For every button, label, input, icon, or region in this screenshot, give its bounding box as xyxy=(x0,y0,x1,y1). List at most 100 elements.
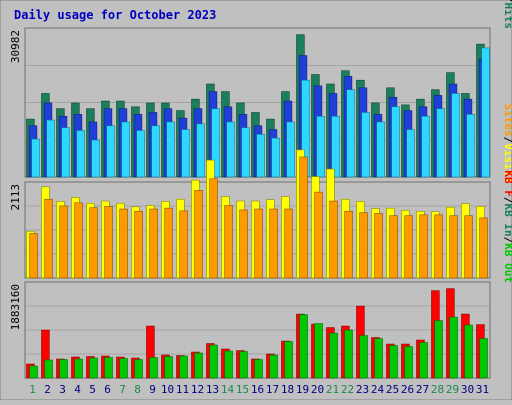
x-tick-label: 6 xyxy=(104,383,111,396)
bar-pages-day-20 xyxy=(316,115,325,178)
bar-kb-out-day-17 xyxy=(269,354,278,379)
bar-sites-day-21 xyxy=(329,200,338,279)
bar-pages-day-2 xyxy=(46,119,55,178)
bar-sites-day-23 xyxy=(359,212,368,279)
bar-kb-out-day-6 xyxy=(104,357,113,379)
bar-sites-day-3 xyxy=(59,205,68,279)
bar-kb-out-day-20 xyxy=(314,323,323,379)
x-tick-label: 3 xyxy=(59,383,66,396)
bar-kb-out-day-23 xyxy=(359,335,368,379)
legend-entry-sites: Sites xyxy=(502,104,512,137)
x-tick-label: 10 xyxy=(161,383,174,396)
bar-pages-day-6 xyxy=(106,125,115,178)
bar-pages-day-18 xyxy=(286,121,295,178)
bar-pages-day-10 xyxy=(166,121,175,178)
bar-kb-out-day-14 xyxy=(224,350,233,379)
bar-pages-day-26 xyxy=(406,129,415,178)
bar-kb-out-day-19 xyxy=(299,314,308,379)
bar-pages-day-4 xyxy=(76,130,85,178)
x-tick-label: 2 xyxy=(44,383,51,396)
bar-sites-day-8 xyxy=(134,210,143,279)
x-tick-label: 1 xyxy=(29,383,36,396)
bar-sites-day-13 xyxy=(209,178,218,279)
bar-pages-day-17 xyxy=(271,137,280,178)
bar-sites-day-6 xyxy=(104,206,113,279)
bar-sites-day-31 xyxy=(479,217,488,279)
legend-separator: / xyxy=(502,237,512,244)
bar-kb-out-day-5 xyxy=(89,357,98,379)
bar-pages-day-8 xyxy=(136,130,145,178)
legend-visits-sites: Sites/Visits xyxy=(502,104,512,184)
bar-kb-out-day-25 xyxy=(389,345,398,379)
bar-kb-out-day-16 xyxy=(254,359,263,379)
x-tick-label: 27 xyxy=(416,383,429,396)
x-tick-label: 28 xyxy=(431,383,444,396)
x-tick-label: 12 xyxy=(191,383,204,396)
legend-separator: / xyxy=(502,137,512,144)
bar-kb-out-day-4 xyxy=(74,358,83,379)
panel-hits-files-pages: 30982 Pages/Files/Hits xyxy=(9,0,512,178)
chart-panels: 30982Pages/Files/Hits2113Sites/Visits188… xyxy=(9,0,512,379)
chart-title: Daily usage for October 2023 xyxy=(14,8,216,22)
x-tick-label: 19 xyxy=(296,383,309,396)
panel-kb: 1883160 KB F/KB In/KB Out xyxy=(9,170,512,379)
bar-sites-day-2 xyxy=(44,198,53,279)
bar-sites-day-4 xyxy=(74,202,83,279)
x-tick-label: 21 xyxy=(326,383,339,396)
bar-kb-out-day-1 xyxy=(29,365,38,379)
bar-kb-out-day-26 xyxy=(404,346,413,379)
x-tick-label: 30 xyxy=(461,383,474,396)
bar-kb-out-day-9 xyxy=(149,357,158,379)
x-axis-labels: 1 2 3 4 5 6 7 8 9 10 11 12 13 14 15 16 17 18 19 20 21 22 23 24 2… xyxy=(29,383,489,396)
legend-entry-visits: Visits xyxy=(502,143,512,183)
bar-sites-day-12 xyxy=(194,190,203,279)
y-tick-label: 1883160 xyxy=(9,284,22,330)
bar-sites-day-16 xyxy=(254,208,263,279)
bar-kb-out-day-29 xyxy=(449,316,458,379)
legend-entry-kb-out: KB Out xyxy=(502,243,512,283)
bar-pages-day-21 xyxy=(331,115,340,178)
bar-sites-day-28 xyxy=(434,214,443,279)
bar-kb-out-day-7 xyxy=(119,358,128,379)
legend-separator: / xyxy=(502,197,512,204)
y-tick-label: 2113 xyxy=(9,184,22,211)
x-tick-label: 7 xyxy=(119,383,126,396)
x-tick-label: 16 xyxy=(251,383,264,396)
bar-kb-out-day-11 xyxy=(179,355,188,379)
bar-pages-day-24 xyxy=(376,121,385,178)
bar-kb-out-day-15 xyxy=(239,351,248,379)
bar-sites-day-20 xyxy=(314,191,323,279)
x-tick-label: 5 xyxy=(89,383,96,396)
bar-sites-day-7 xyxy=(119,208,128,279)
bar-sites-day-29 xyxy=(449,215,458,279)
bar-pages-day-14 xyxy=(226,121,235,178)
bar-kb-out-day-21 xyxy=(329,332,338,379)
bar-sites-day-10 xyxy=(164,207,173,279)
x-tick-label: 24 xyxy=(371,383,385,396)
bar-kb-out-day-31 xyxy=(479,338,488,379)
bar-sites-day-5 xyxy=(89,207,98,279)
bar-pages-day-15 xyxy=(241,127,250,178)
bar-pages-day-9 xyxy=(151,125,160,178)
bar-pages-day-29 xyxy=(451,93,460,178)
bar-sites-day-9 xyxy=(149,208,158,279)
bar-kb-out-day-12 xyxy=(194,352,203,379)
bar-kb-out-day-18 xyxy=(284,341,293,379)
bar-pages-day-3 xyxy=(61,127,70,178)
legend-hits-files-pages: Pages/Files/Hits xyxy=(502,0,512,29)
bar-kb-out-day-10 xyxy=(164,356,173,379)
x-tick-label: 17 xyxy=(266,383,279,396)
x-tick-label: 15 xyxy=(236,383,249,396)
x-tick-label: 14 xyxy=(221,383,235,396)
y-tick-label: 30982 xyxy=(9,30,22,63)
legend-entry-kb-f: KB F xyxy=(502,170,512,197)
bar-sites-day-11 xyxy=(179,210,188,279)
bar-kb-out-day-8 xyxy=(134,359,143,379)
bar-kb-out-day-27 xyxy=(419,342,428,379)
bar-pages-day-7 xyxy=(121,121,130,178)
legend-separator: / xyxy=(502,0,512,3)
legend-kb: KB F/KB In/KB Out xyxy=(502,170,512,283)
x-tick-label: 11 xyxy=(176,383,189,396)
x-tick-label: 4 xyxy=(74,383,81,396)
